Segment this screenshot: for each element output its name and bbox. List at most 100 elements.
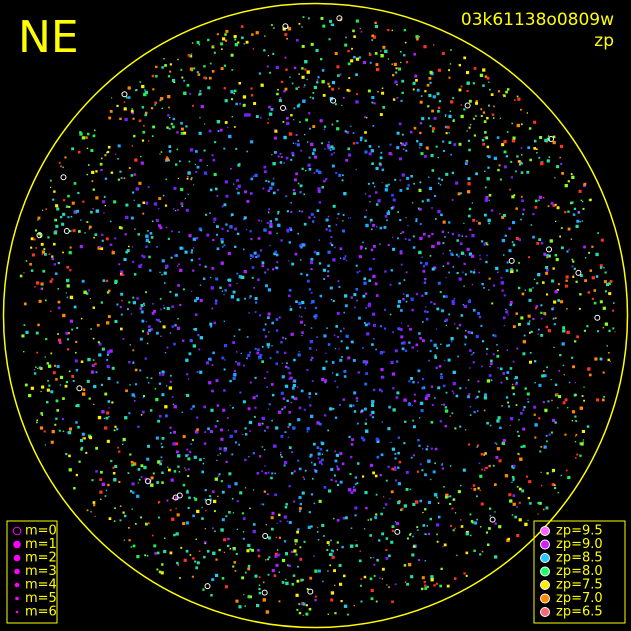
star	[351, 340, 354, 344]
star	[534, 436, 537, 439]
star	[281, 558, 286, 563]
star	[338, 286, 341, 288]
star	[218, 548, 221, 552]
star	[391, 63, 393, 65]
star	[511, 481, 513, 483]
star	[472, 484, 476, 487]
star	[202, 588, 205, 591]
star	[253, 102, 257, 105]
star	[367, 322, 371, 326]
star	[318, 569, 321, 573]
star	[273, 136, 277, 140]
star	[367, 519, 369, 521]
star	[476, 444, 479, 447]
star	[381, 390, 383, 393]
star	[515, 237, 519, 240]
star	[341, 462, 345, 466]
star	[425, 146, 429, 150]
star	[558, 370, 561, 372]
star	[602, 371, 605, 374]
star	[473, 134, 476, 137]
star	[247, 567, 251, 571]
star	[581, 429, 585, 433]
star	[34, 286, 36, 288]
star	[236, 528, 238, 530]
star	[522, 408, 524, 410]
star	[260, 249, 263, 252]
star	[527, 314, 531, 318]
star	[235, 553, 238, 555]
star	[501, 238, 505, 243]
star	[552, 307, 555, 309]
star	[396, 67, 399, 70]
star	[384, 308, 386, 311]
star	[254, 311, 257, 313]
star	[480, 452, 484, 456]
star	[50, 440, 54, 444]
star	[316, 251, 320, 256]
star	[515, 170, 517, 173]
star	[328, 38, 331, 41]
star	[364, 292, 368, 295]
star	[107, 400, 111, 403]
star	[181, 411, 183, 413]
star	[355, 264, 358, 267]
star	[465, 532, 469, 536]
star	[545, 266, 549, 269]
star	[239, 102, 241, 105]
star	[464, 335, 467, 338]
star	[512, 244, 516, 247]
star	[161, 66, 164, 69]
star	[477, 380, 480, 383]
star	[399, 50, 402, 53]
magnitude-label: m=2	[25, 551, 57, 566]
star	[366, 332, 370, 336]
star	[168, 145, 172, 148]
star	[448, 313, 451, 316]
star	[327, 144, 330, 147]
star	[37, 367, 39, 370]
star	[372, 223, 375, 227]
star	[329, 286, 333, 290]
star	[348, 435, 351, 439]
star	[314, 599, 317, 602]
star	[512, 464, 516, 468]
star	[231, 497, 234, 500]
star	[271, 345, 273, 347]
star	[300, 259, 302, 261]
star	[486, 347, 489, 350]
star	[152, 472, 155, 475]
star	[505, 269, 509, 273]
star	[436, 533, 438, 536]
star	[299, 191, 302, 194]
star	[300, 246, 303, 249]
star	[511, 514, 514, 516]
star	[100, 301, 103, 304]
star	[527, 322, 530, 326]
star	[540, 304, 543, 307]
star	[567, 407, 569, 409]
star	[236, 179, 239, 182]
star	[239, 491, 243, 495]
star	[284, 506, 288, 509]
star	[37, 219, 39, 221]
star	[177, 318, 179, 320]
star	[306, 279, 310, 283]
star	[392, 331, 394, 333]
star	[283, 460, 288, 465]
star	[359, 136, 363, 140]
star	[310, 414, 314, 418]
star	[593, 289, 597, 292]
star	[540, 471, 542, 473]
star	[199, 458, 202, 461]
star	[422, 265, 426, 268]
star	[125, 389, 128, 393]
star	[122, 437, 126, 442]
star	[273, 252, 277, 256]
star	[91, 479, 94, 482]
star	[412, 535, 414, 538]
star	[252, 175, 255, 178]
star	[484, 75, 488, 78]
star	[490, 359, 493, 363]
star	[266, 371, 269, 373]
